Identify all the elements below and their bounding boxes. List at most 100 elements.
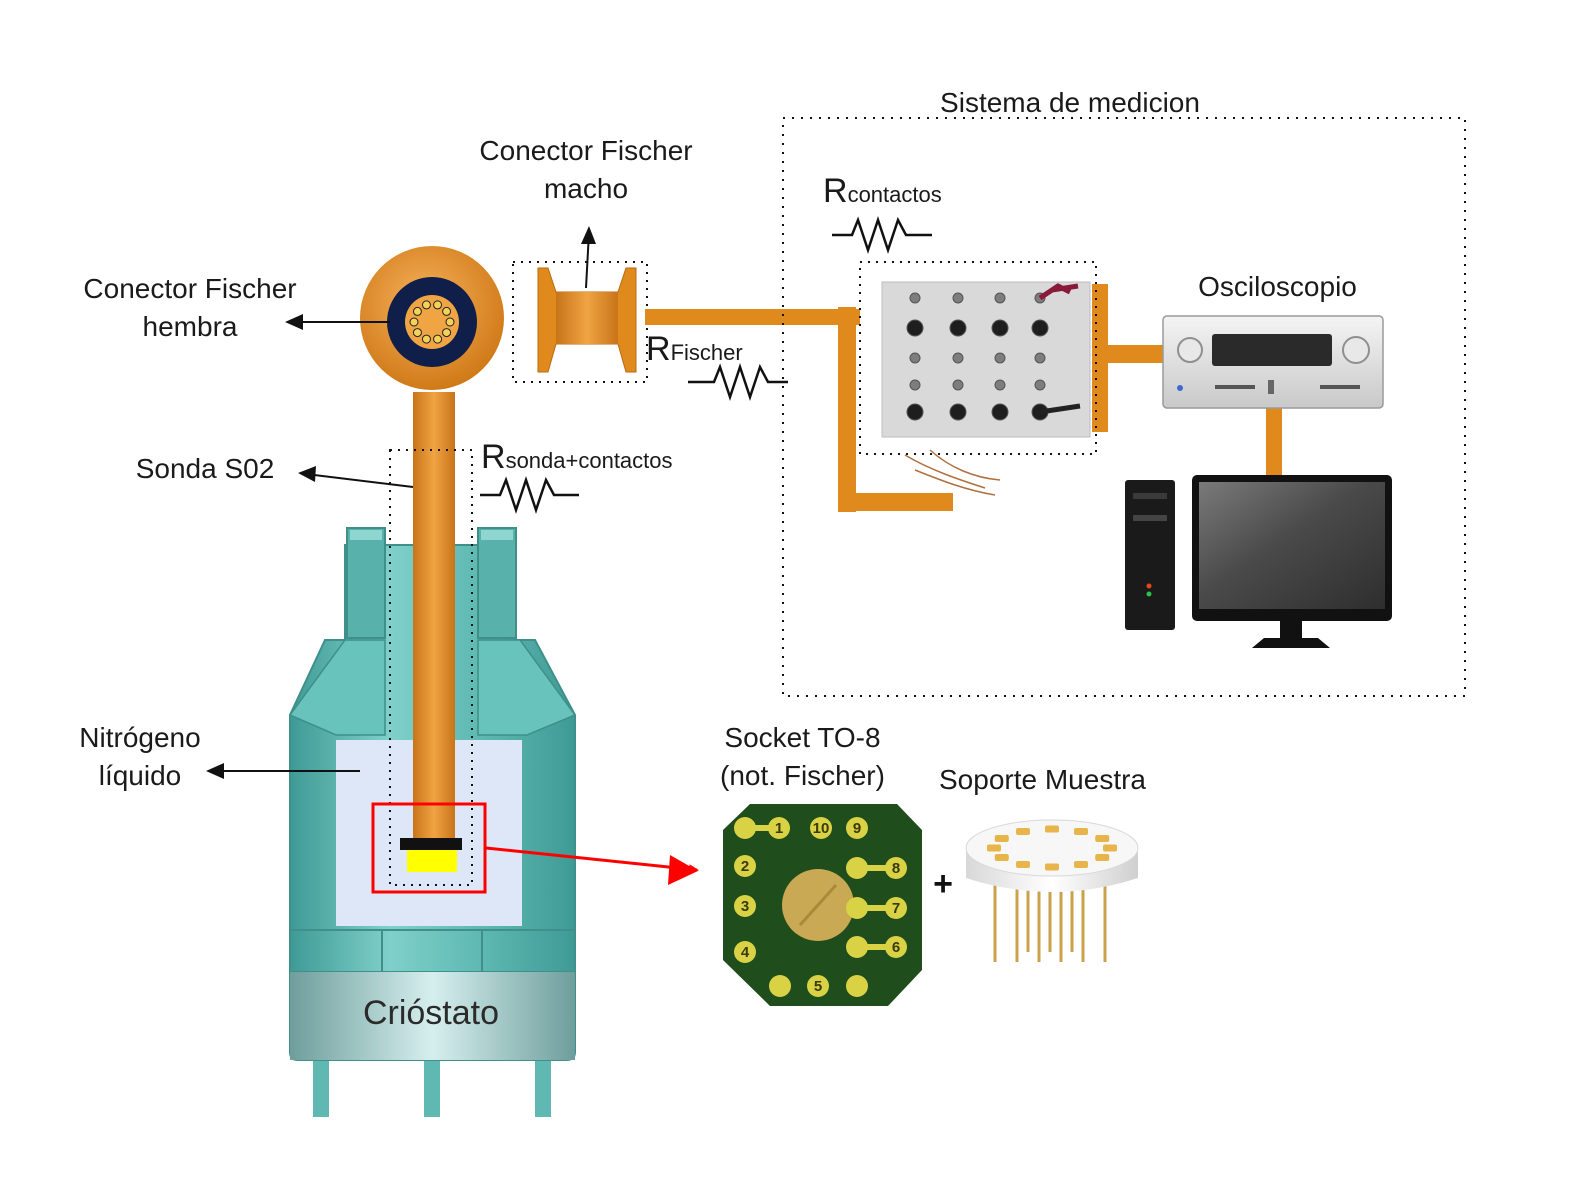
oscilloscope: [1162, 315, 1384, 409]
cryostat-neck-left: [346, 527, 386, 639]
oscilloscope-left-knob: [1177, 337, 1203, 363]
resistor-fischer-symbol-text: R: [646, 330, 671, 368]
resistor-probe-subscript: sonda+contactos: [505, 448, 673, 473]
resistor-contacts-symbol: [832, 216, 932, 254]
socket-pin-pad: [810, 817, 832, 839]
probe-stem: [413, 392, 455, 840]
sample-holder-pad: [1074, 828, 1088, 836]
socket-pin-pad: [768, 817, 790, 839]
cryostat-neck-cap: [481, 530, 513, 540]
sample-holder-pad: [1016, 860, 1030, 868]
sample-holder-pads: [987, 825, 1117, 871]
computer: [1125, 475, 1392, 648]
socket-label-line1: Socket TO-8: [724, 722, 881, 753]
board-jack: [909, 352, 921, 364]
sample-holder-leads: [993, 880, 1107, 962]
computer-drive-bay: [1133, 493, 1167, 499]
socket-pin-pad: [846, 936, 868, 958]
fischer-male-connector: [512, 261, 648, 383]
oscilloscope-buttons: [1320, 385, 1360, 389]
probe-resistance-box: [389, 449, 473, 886]
sample-holder-pad: [1045, 825, 1059, 833]
probe-sample: [407, 850, 457, 872]
socket-pin-number: 2: [741, 858, 749, 875]
computer-drive-bay: [1133, 515, 1167, 521]
cable-fischer-to-board: [645, 309, 860, 325]
resistor-fischer-label: RFischer: [646, 330, 743, 369]
socket-pin-number: 10: [813, 820, 830, 837]
nitrogen-label: Nitrógeno líquido: [60, 719, 220, 795]
socket-pin-pad: [807, 975, 829, 997]
oscilloscope-buttons: [1215, 385, 1255, 389]
sample-holder-pad: [1016, 828, 1030, 836]
fischer-female-pin: [433, 300, 443, 310]
socket-pin-pad: [769, 975, 791, 997]
socket-pin-number: 9: [853, 820, 861, 837]
socket-pin-number: 3: [741, 898, 749, 915]
sample-holder: [965, 819, 1139, 962]
fischer-female-pin: [445, 317, 455, 327]
oscilloscope-power-led: [1177, 385, 1183, 391]
socket-pin-pad: [846, 817, 868, 839]
board-jack: [949, 319, 967, 337]
socket-center-slot: [798, 883, 838, 927]
monitor-neck: [1280, 621, 1302, 639]
zoom-arrow: [485, 846, 699, 875]
board-jack: [994, 292, 1006, 304]
plus-sign: +: [933, 865, 953, 903]
socket-pin-number: 8: [892, 860, 900, 877]
fischer-female-label: Conector Fischer hembra: [70, 270, 310, 346]
sample-holder-pad: [1103, 844, 1117, 852]
fischer-female-pin: [433, 334, 443, 344]
cryostat-leg: [424, 1055, 440, 1117]
contact-board-jacks: [906, 292, 1049, 421]
cryostat-neck-right: [477, 527, 517, 639]
cable-osc-to-pc: [1266, 406, 1282, 476]
fischer-male-pointer-head: [581, 226, 596, 244]
probe-pointer: [305, 473, 414, 488]
cryostat-neck-cap: [350, 530, 382, 540]
measurement-system-title: Sistema de medicion: [940, 87, 1200, 118]
probe-s02: [400, 392, 462, 872]
oscilloscope-right-knob: [1342, 336, 1370, 364]
fischer-female-pin: [421, 300, 431, 310]
board-jack: [952, 352, 964, 364]
socket-pin-number: 6: [892, 939, 900, 956]
fischer-female-pin: [409, 317, 419, 327]
board-jack: [949, 403, 967, 421]
cables: [645, 284, 1282, 512]
socket-pin-pad: [734, 817, 756, 839]
socket-pin-pad: [885, 857, 907, 879]
fischer-female-pin: [412, 328, 422, 338]
socket-pin-pad: [846, 975, 868, 997]
board-jack: [991, 403, 1009, 421]
resistor-fischer-symbol: [688, 363, 788, 401]
fischer-female-pin: [442, 328, 452, 338]
fischer-female-connector: [360, 246, 504, 390]
fischer-female-pin: [412, 306, 422, 316]
cable-board-foot: [838, 493, 953, 511]
board-jack: [1034, 352, 1046, 364]
fischer-male-label-line2: macho: [543, 173, 629, 204]
sample-holder-pad: [987, 844, 1001, 852]
board-jack: [991, 319, 1009, 337]
socket-pin-pad: [885, 936, 907, 958]
socket-pin-number: 5: [814, 978, 822, 995]
fischer-male-barrel: [556, 292, 618, 344]
resistor-contacts-label: Rcontactos: [823, 172, 942, 211]
probe-clamp: [400, 838, 462, 850]
board-jack: [909, 379, 921, 391]
sample-holder-top: [965, 819, 1139, 877]
oscilloscope-switch: [1268, 380, 1274, 394]
resistor-probe-label: Rsonda+contactos: [481, 438, 673, 477]
computer-led-green: [1146, 591, 1152, 597]
cryostat-leg: [313, 1055, 329, 1117]
fischer-female-pin: [442, 306, 452, 316]
cable-board-vertical: [838, 307, 856, 512]
computer-led-red: [1146, 583, 1152, 589]
sample-holder-label: Soporte Muestra: [939, 764, 1146, 795]
socket-pin-pad: [885, 897, 907, 919]
socket-pin-pad: [734, 895, 756, 917]
